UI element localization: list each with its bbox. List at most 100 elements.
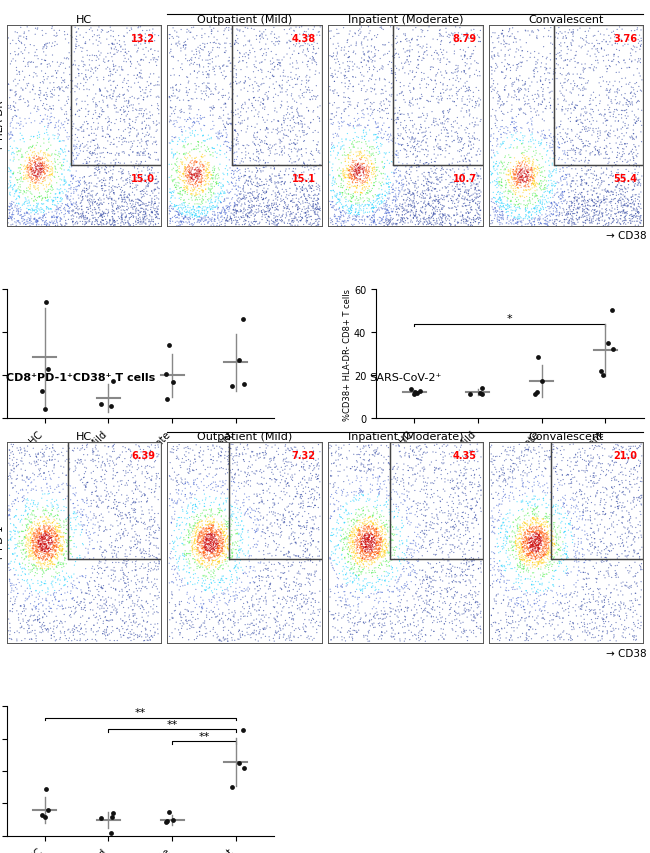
Point bbox=[201, 531, 211, 544]
Point bbox=[266, 116, 277, 130]
Point bbox=[116, 620, 127, 634]
Point bbox=[349, 135, 359, 148]
Point bbox=[385, 130, 396, 143]
Point bbox=[146, 618, 156, 631]
Point bbox=[514, 167, 524, 181]
Point bbox=[590, 603, 600, 617]
Point bbox=[31, 529, 42, 543]
Point bbox=[187, 540, 197, 554]
Point bbox=[447, 202, 457, 216]
Point bbox=[23, 518, 33, 531]
Point bbox=[24, 456, 34, 470]
Point bbox=[499, 576, 510, 589]
Point bbox=[294, 41, 305, 55]
Point bbox=[586, 213, 597, 227]
Point bbox=[37, 156, 47, 170]
Point bbox=[602, 114, 612, 128]
Point bbox=[144, 503, 154, 517]
Point bbox=[445, 218, 455, 231]
Point bbox=[383, 490, 393, 503]
Point bbox=[586, 603, 597, 617]
Point bbox=[603, 114, 613, 128]
Point bbox=[369, 548, 380, 561]
Point bbox=[25, 212, 35, 226]
Point bbox=[261, 442, 272, 456]
Point bbox=[144, 548, 154, 561]
Point bbox=[373, 575, 384, 589]
Point bbox=[363, 184, 373, 198]
Point bbox=[547, 564, 558, 577]
Point bbox=[538, 530, 548, 543]
Point bbox=[335, 194, 345, 208]
Point bbox=[235, 194, 245, 208]
Point bbox=[103, 48, 113, 61]
Point bbox=[526, 538, 537, 552]
Point bbox=[537, 165, 547, 179]
Point bbox=[239, 180, 249, 194]
Point bbox=[522, 171, 532, 185]
Point bbox=[124, 113, 135, 127]
Point bbox=[42, 73, 53, 87]
Point bbox=[211, 553, 222, 566]
Point bbox=[40, 526, 50, 540]
Point bbox=[488, 204, 499, 218]
Point bbox=[173, 567, 183, 581]
Point bbox=[432, 566, 442, 579]
Point bbox=[18, 457, 29, 471]
Point bbox=[380, 573, 391, 587]
Point bbox=[90, 203, 101, 217]
Point bbox=[268, 194, 278, 208]
Point bbox=[74, 203, 85, 217]
Point bbox=[326, 510, 337, 524]
Point bbox=[495, 179, 506, 193]
Point bbox=[13, 487, 23, 501]
Point bbox=[42, 547, 53, 560]
Point bbox=[356, 566, 367, 579]
Point bbox=[203, 530, 213, 543]
Point bbox=[372, 522, 383, 536]
Point bbox=[301, 147, 311, 160]
Point bbox=[347, 634, 358, 647]
Point bbox=[586, 531, 597, 545]
Point bbox=[283, 107, 293, 120]
Point bbox=[181, 180, 192, 194]
Point bbox=[391, 113, 401, 127]
Point bbox=[6, 577, 17, 590]
Point bbox=[494, 625, 504, 639]
Point bbox=[128, 603, 138, 617]
Point bbox=[308, 601, 318, 614]
Point bbox=[575, 113, 586, 127]
Point bbox=[621, 622, 632, 635]
Point bbox=[402, 546, 412, 560]
Point bbox=[364, 458, 374, 472]
Point bbox=[78, 193, 88, 206]
Point bbox=[506, 139, 516, 153]
Point bbox=[460, 564, 471, 577]
Point bbox=[310, 595, 320, 608]
Point bbox=[344, 171, 354, 184]
Point bbox=[382, 107, 392, 121]
Point bbox=[421, 125, 432, 139]
Point bbox=[99, 624, 110, 637]
Point bbox=[14, 611, 24, 624]
Point bbox=[489, 149, 500, 163]
Point bbox=[512, 166, 522, 180]
Point bbox=[429, 143, 439, 157]
Point bbox=[436, 66, 446, 79]
Point bbox=[350, 160, 360, 174]
Point bbox=[606, 32, 616, 46]
Point bbox=[513, 199, 523, 212]
Point bbox=[532, 493, 543, 507]
Point bbox=[510, 526, 520, 540]
Point bbox=[370, 545, 380, 559]
Point bbox=[53, 572, 63, 586]
Point bbox=[120, 136, 130, 149]
Point bbox=[185, 548, 196, 561]
Point bbox=[39, 543, 49, 556]
Point bbox=[172, 496, 183, 509]
Point bbox=[430, 548, 441, 562]
Point bbox=[259, 183, 269, 196]
Point bbox=[81, 72, 92, 85]
Point bbox=[597, 613, 608, 627]
Point bbox=[576, 116, 586, 130]
